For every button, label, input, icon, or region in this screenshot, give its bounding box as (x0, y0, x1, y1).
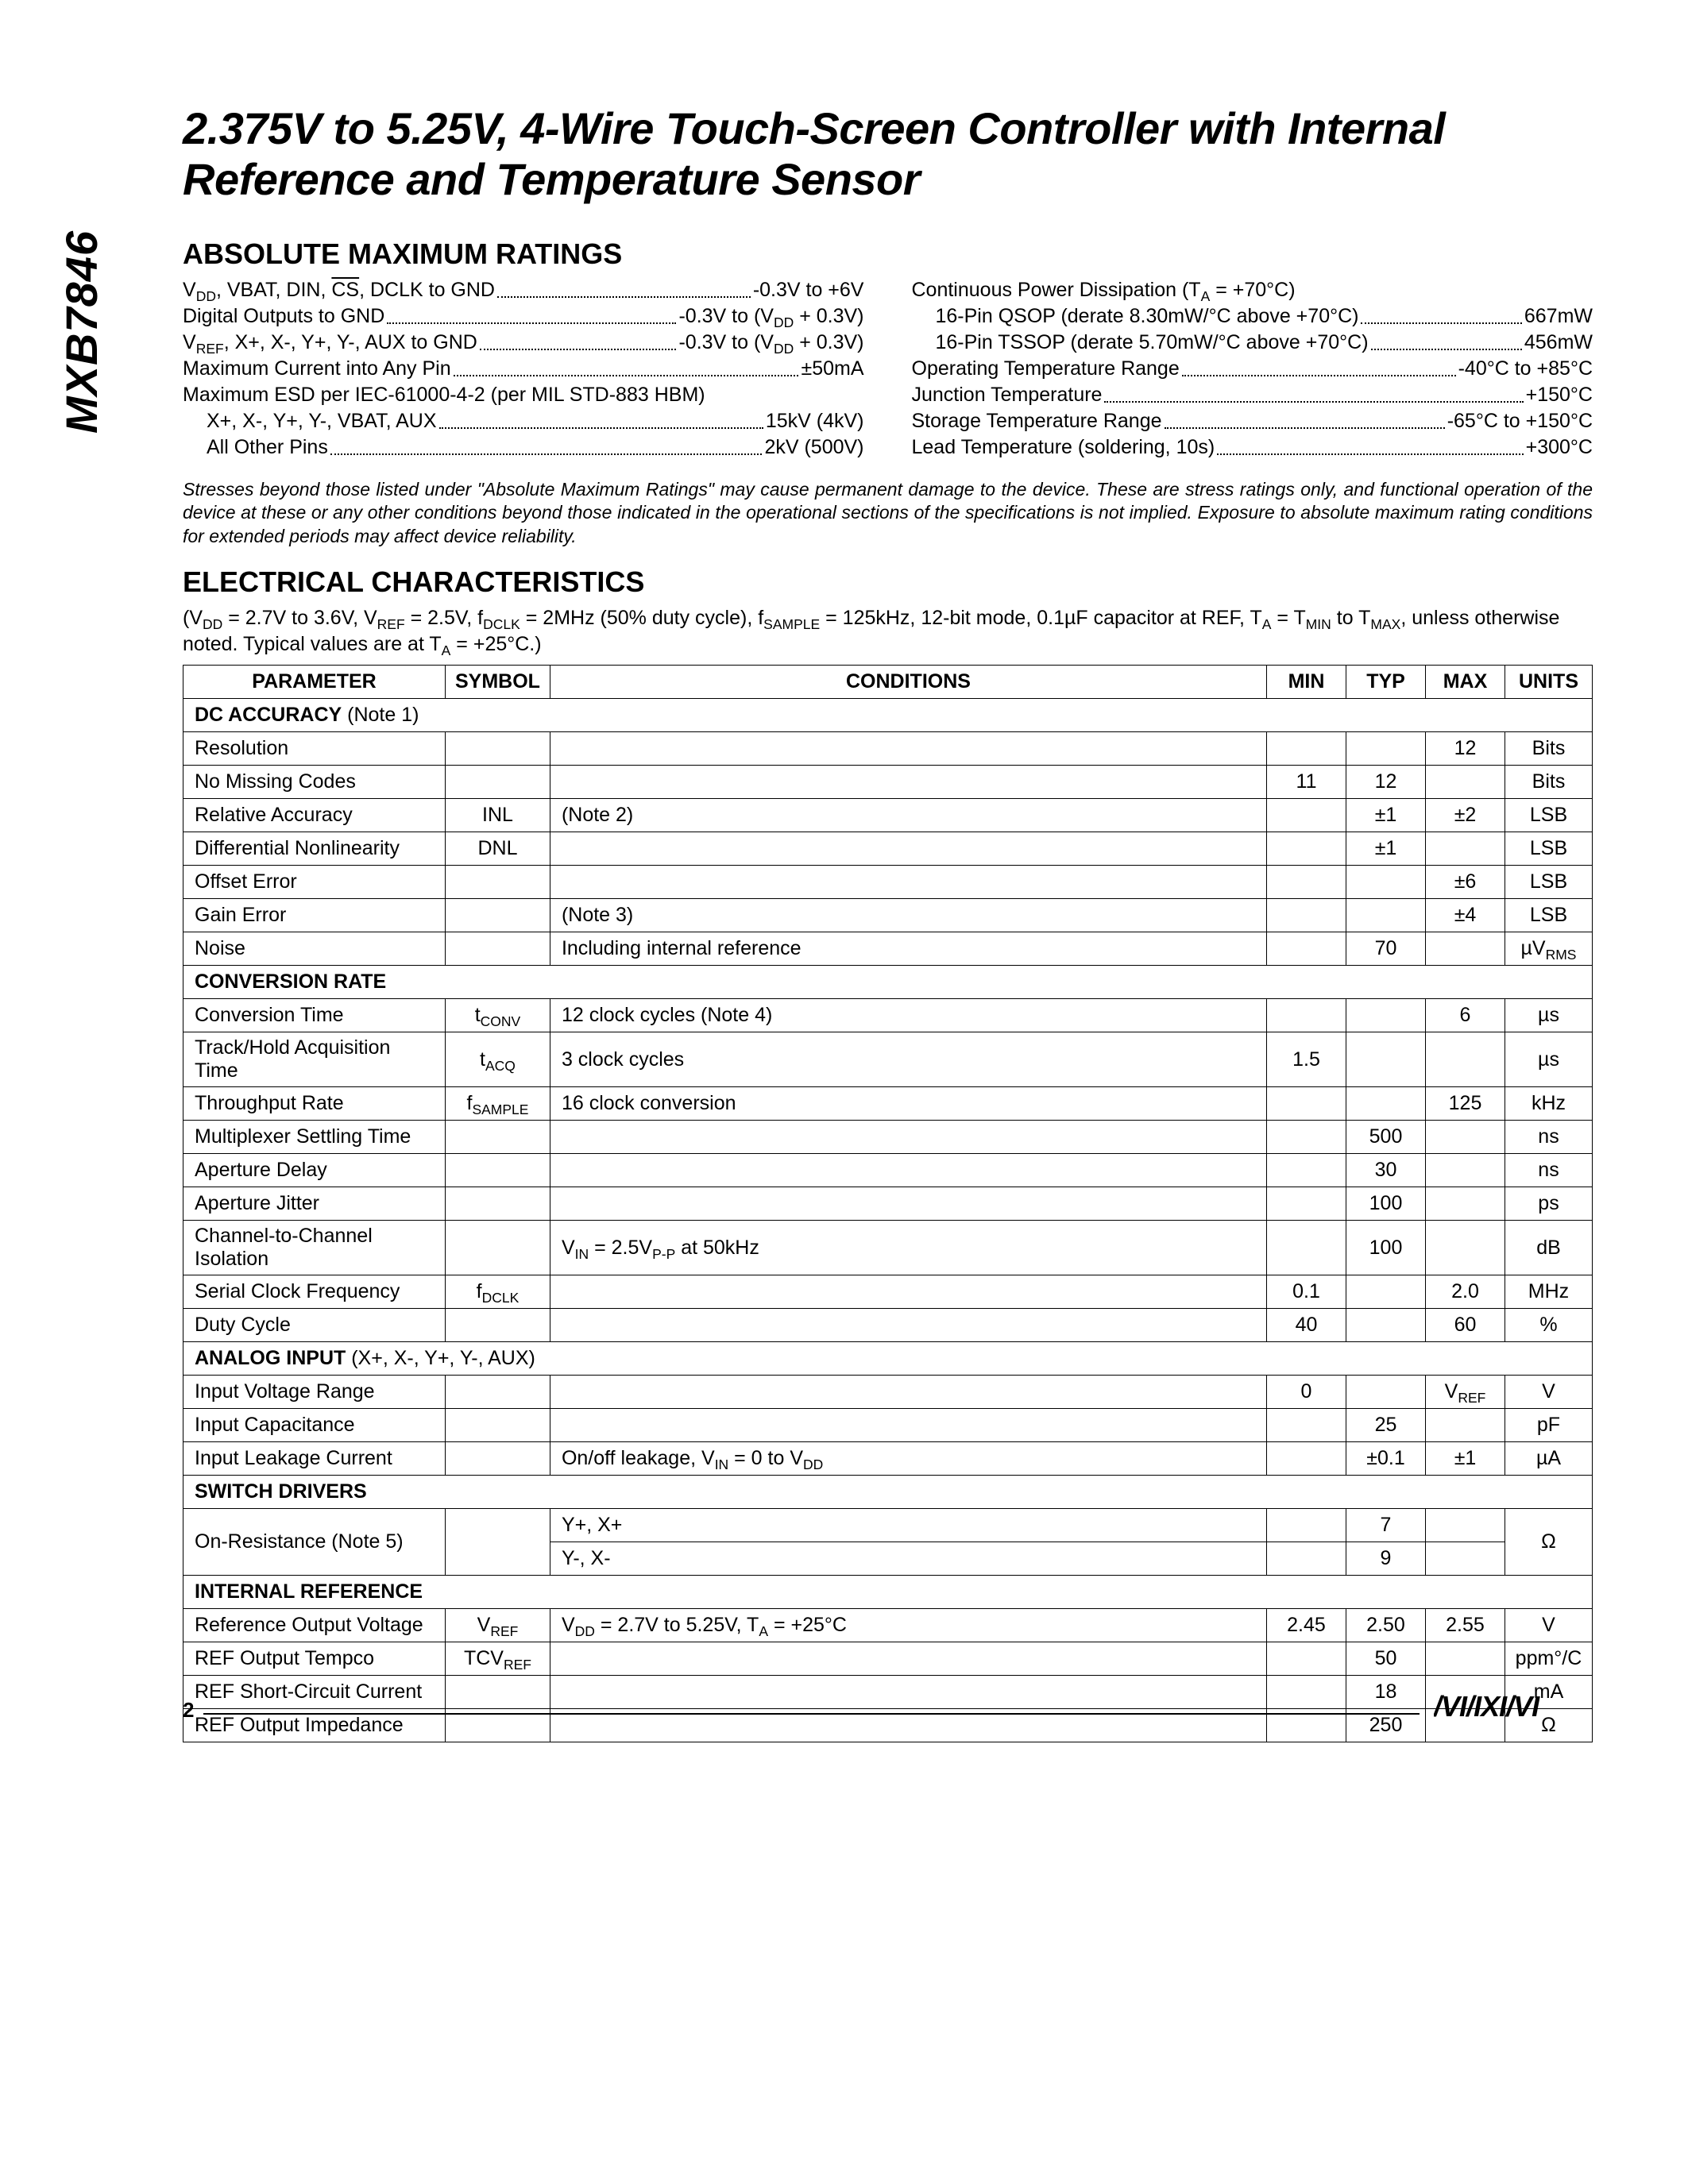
table-header: MAX (1426, 666, 1505, 699)
ec-conditions: (VDD = 2.7V to 3.6V, VREF = 2.5V, fDCLK … (183, 605, 1593, 657)
rating-line: Continuous Power Dissipation (TA = +70°C… (912, 277, 1593, 303)
abs-max-ratings: VDD, VBAT, DIN, CS, DCLK to GND-0.3V to … (183, 277, 1593, 461)
table-header: UNITS (1505, 666, 1593, 699)
part-number-label: MXB7846 (56, 230, 107, 434)
table-row: Conversion TimetCONV12 clock cycles (Not… (183, 999, 1593, 1032)
electrical-characteristics-table: PARAMETERSYMBOLCONDITIONSMINTYPMAXUNITS … (183, 665, 1593, 1742)
rating-line: Junction Temperature+150°C (912, 382, 1593, 408)
table-row: Aperture Jitter100ps (183, 1187, 1593, 1221)
table-row: REF Output TempcoTCVREF50ppm°/C (183, 1642, 1593, 1676)
rating-line: Digital Outputs to GND-0.3V to (VDD + 0.… (183, 303, 864, 330)
table-header: MIN (1267, 666, 1346, 699)
table-row: Duty Cycle4060% (183, 1309, 1593, 1342)
stress-note: Stresses beyond those listed under "Abso… (183, 478, 1593, 548)
abs-max-heading: ABSOLUTE MAXIMUM RATINGS (183, 237, 1593, 271)
table-row: SWITCH DRIVERS (183, 1476, 1593, 1509)
table-row: Channel-to-Channel IsolationVIN = 2.5VP-… (183, 1221, 1593, 1275)
table-header: TYP (1346, 666, 1426, 699)
rating-line: Maximum Current into Any Pin±50mA (183, 356, 864, 382)
rating-line: Storage Temperature Range-65°C to +150°C (912, 408, 1593, 434)
rating-line: All Other Pins2kV (500V) (183, 434, 864, 461)
table-header: SYMBOL (446, 666, 550, 699)
table-row: Offset Error±6LSB (183, 866, 1593, 899)
rating-line: Operating Temperature Range-40°C to +85°… (912, 356, 1593, 382)
maxim-logo: /VI/IXI/VI (1434, 1692, 1593, 1723)
rating-line: 16-Pin TSSOP (derate 5.70mW/°C above +70… (912, 330, 1593, 356)
table-row: Track/Hold Acquisition TimetACQ3 clock c… (183, 1032, 1593, 1087)
table-row: Relative AccuracyINL(Note 2)±1±2LSB (183, 799, 1593, 832)
table-row: ANALOG INPUT (X+, X-, Y+, Y-, AUX) (183, 1342, 1593, 1376)
rating-line: X+, X-, Y+, Y-, VBAT, AUX15kV (4kV) (183, 408, 864, 434)
table-row: No Missing Codes1112Bits (183, 766, 1593, 799)
page-number: 2 (183, 1698, 194, 1723)
table-row: Multiplexer Settling Time500ns (183, 1121, 1593, 1154)
table-row: Gain Error(Note 3)±4LSB (183, 899, 1593, 932)
table-header: CONDITIONS (550, 666, 1266, 699)
table-header: PARAMETER (183, 666, 446, 699)
rating-line: VREF, X+, X-, Y+, Y-, AUX to GND-0.3V to… (183, 330, 864, 356)
rating-line: 16-Pin QSOP (derate 8.30mW/°C above +70°… (912, 303, 1593, 330)
table-row: DC ACCURACY (Note 1) (183, 699, 1593, 732)
ec-heading: ELECTRICAL CHARACTERISTICS (183, 565, 1593, 599)
table-row: Input Voltage Range0VREFV (183, 1376, 1593, 1409)
table-row: CONVERSION RATE (183, 966, 1593, 999)
svg-text:/VI/IXI/VI: /VI/IXI/VI (1434, 1692, 1540, 1723)
table-row: On-Resistance (Note 5)Y+, X+7Ω (183, 1509, 1593, 1542)
table-row: Input Leakage CurrentOn/off leakage, VIN… (183, 1442, 1593, 1476)
table-row: Throughput RatefSAMPLE16 clock conversio… (183, 1087, 1593, 1121)
page-footer: 2 /VI/IXI/VI (183, 1692, 1593, 1723)
table-row: Input Capacitance25pF (183, 1409, 1593, 1442)
table-row: Resolution12Bits (183, 732, 1593, 766)
table-row: INTERNAL REFERENCE (183, 1576, 1593, 1609)
rating-line: Lead Temperature (soldering, 10s)+300°C (912, 434, 1593, 461)
table-row: Reference Output VoltageVREFVDD = 2.7V t… (183, 1609, 1593, 1642)
rating-line: Maximum ESD per IEC-61000-4-2 (per MIL S… (183, 382, 864, 408)
table-row: NoiseIncluding internal reference70µVRMS (183, 932, 1593, 966)
table-row: Aperture Delay30ns (183, 1154, 1593, 1187)
page-title: 2.375V to 5.25V, 4-Wire Touch-Screen Con… (183, 103, 1593, 206)
table-row: Differential NonlinearityDNL±1LSB (183, 832, 1593, 866)
table-row: Serial Clock FrequencyfDCLK0.12.0MHz (183, 1275, 1593, 1309)
rating-line: VDD, VBAT, DIN, CS, DCLK to GND-0.3V to … (183, 277, 864, 303)
